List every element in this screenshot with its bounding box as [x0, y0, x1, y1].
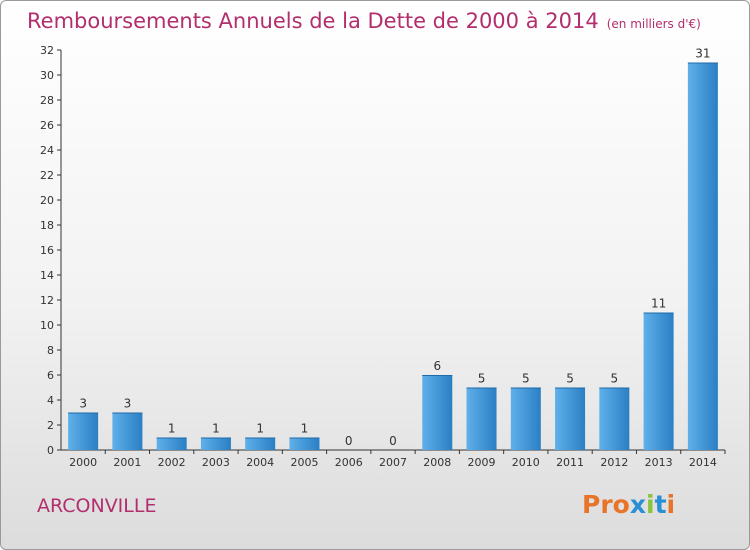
- y-tick-label: 22: [40, 169, 54, 182]
- bar: [466, 387, 497, 450]
- logo-letter: t: [654, 490, 667, 519]
- x-tick-label: 2001: [113, 456, 141, 469]
- y-tick-label: 26: [40, 119, 54, 132]
- x-tick-label: 2009: [468, 456, 496, 469]
- y-tick-label: 12: [40, 294, 54, 307]
- logo-letter: P: [582, 490, 601, 519]
- bar: [555, 387, 586, 450]
- logo-letter: i: [646, 490, 655, 519]
- bar-value-label: 5: [478, 372, 486, 386]
- x-tick-label: 2004: [246, 456, 274, 469]
- bar-value-label: 0: [345, 434, 353, 448]
- bar-value-label: 1: [256, 422, 264, 436]
- bar: [68, 412, 99, 450]
- y-tick-label: 14: [40, 269, 54, 282]
- bar-value-label: 1: [212, 422, 220, 436]
- x-tick-label: 2000: [69, 456, 97, 469]
- bar-value-label: 1: [168, 422, 176, 436]
- proxiti-logo: Proxiti: [582, 490, 675, 519]
- y-tick-label: 16: [40, 244, 54, 257]
- bar-value-label: 31: [695, 47, 710, 61]
- x-tick-label: 2010: [512, 456, 540, 469]
- bar: [200, 437, 231, 450]
- y-tick-label: 28: [40, 94, 54, 107]
- bar: [156, 437, 187, 450]
- logo-letter: x: [629, 490, 646, 519]
- x-tick-label: 2005: [290, 456, 318, 469]
- bar-value-label: 3: [124, 397, 132, 411]
- logo-letter: i: [666, 490, 676, 519]
- bar-value-label: 1: [301, 422, 309, 436]
- y-tick-label: 8: [47, 344, 54, 357]
- y-tick-label: 0: [47, 444, 54, 457]
- y-tick-label: 20: [40, 194, 54, 207]
- commune-name: ARCONVILLE: [37, 495, 157, 517]
- chart-title-text: Remboursements Annuels de la Dette de 20…: [27, 9, 599, 33]
- bar-value-label: 11: [651, 297, 666, 311]
- y-tick-label: 24: [40, 144, 54, 157]
- bar: [510, 387, 541, 450]
- x-tick-label: 2008: [423, 456, 451, 469]
- bar-value-label: 6: [433, 359, 441, 373]
- y-tick-label: 30: [40, 69, 54, 82]
- bar-value-label: 0: [389, 434, 397, 448]
- bar: [643, 312, 674, 450]
- bar: [599, 387, 630, 450]
- logo-letter: r: [600, 490, 613, 519]
- bar: [289, 437, 320, 450]
- bar-value-label: 5: [611, 372, 619, 386]
- x-tick-label: 2013: [645, 456, 673, 469]
- bar-value-label: 5: [566, 372, 574, 386]
- y-tick-label: 18: [40, 219, 54, 232]
- x-tick-label: 2014: [689, 456, 717, 469]
- x-tick-label: 2003: [202, 456, 230, 469]
- x-tick-label: 2012: [600, 456, 628, 469]
- x-tick-label: 2011: [556, 456, 584, 469]
- chart-unit-label: (en milliers d'€): [606, 17, 701, 31]
- y-tick-label: 10: [40, 319, 54, 332]
- y-tick-label: 2: [47, 419, 54, 432]
- bar: [245, 437, 276, 450]
- y-tick-label: 32: [40, 44, 54, 57]
- bar-value-label: 3: [79, 397, 87, 411]
- logo-letter: o: [612, 490, 630, 519]
- x-tick-label: 2007: [379, 456, 407, 469]
- x-tick-label: 2006: [335, 456, 363, 469]
- x-tick-label: 2002: [158, 456, 186, 469]
- chart-title: Remboursements Annuels de la Dette de 20…: [27, 9, 701, 33]
- bar-value-label: 5: [522, 372, 530, 386]
- y-tick-label: 4: [47, 394, 54, 407]
- chart-bars: [68, 62, 718, 450]
- y-tick-label: 6: [47, 369, 54, 382]
- bar: [687, 62, 718, 450]
- bar: [422, 375, 453, 450]
- bar: [112, 412, 143, 450]
